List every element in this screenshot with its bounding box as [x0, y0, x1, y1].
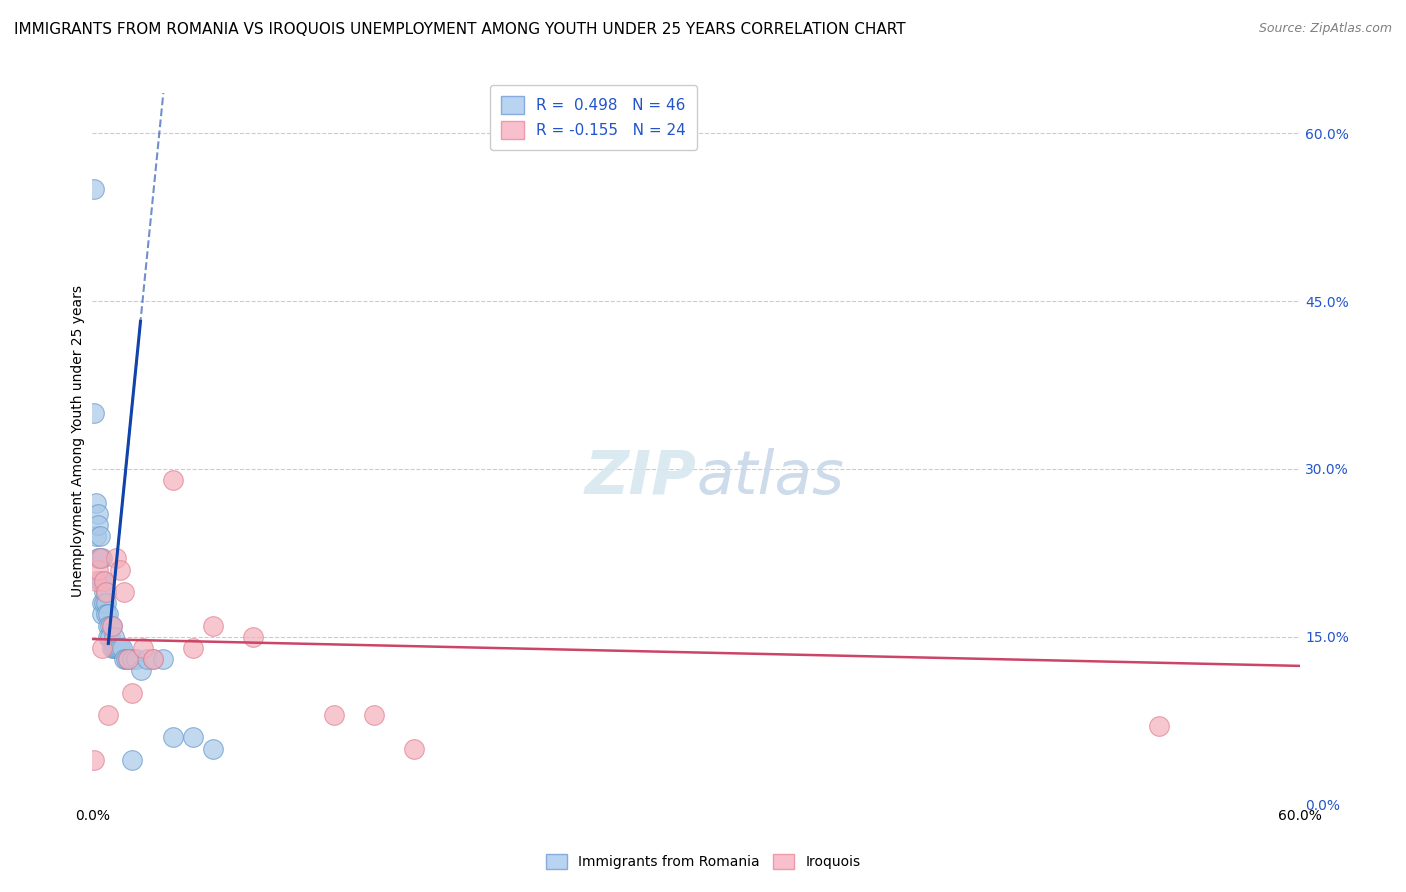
Point: [162, 731, 184, 745]
Point: [97, 607, 120, 622]
Point: [181, 731, 204, 745]
Point: [110, 563, 132, 577]
Text: IMMIGRANTS FROM ROMANIA VS IROQUOIS UNEMPLOYMENT AMONG YOUTH UNDER 25 YEARS CORR: IMMIGRANTS FROM ROMANIA VS IROQUOIS UNEM…: [14, 22, 905, 37]
Point: [142, 652, 165, 666]
Point: [87, 551, 110, 566]
Point: [84, 574, 107, 588]
Point: [242, 630, 264, 644]
Point: [89, 551, 111, 566]
Point: [101, 640, 124, 655]
Point: [84, 529, 107, 543]
Point: [111, 640, 134, 655]
Point: [105, 551, 128, 566]
Point: [91, 551, 114, 566]
Point: [91, 607, 114, 622]
Point: [93, 574, 115, 588]
Point: [152, 652, 174, 666]
Point: [93, 596, 115, 610]
Point: [98, 630, 121, 644]
Legend: Immigrants from Romania, Iroquois: Immigrants from Romania, Iroquois: [538, 847, 868, 876]
Point: [103, 630, 125, 644]
Point: [96, 585, 118, 599]
Point: [125, 652, 148, 666]
Point: [89, 529, 111, 543]
Point: [97, 708, 120, 723]
Point: [96, 596, 118, 610]
Point: [115, 652, 138, 666]
Point: [121, 686, 143, 700]
Point: [89, 551, 111, 566]
Point: [89, 574, 111, 588]
Point: [91, 596, 114, 610]
Point: [121, 753, 143, 767]
Point: [97, 630, 120, 644]
Text: Source: ZipAtlas.com: Source: ZipAtlas.com: [1258, 22, 1392, 36]
Point: [1147, 719, 1170, 733]
Point: [83, 182, 105, 196]
Point: [101, 618, 124, 632]
Point: [181, 640, 204, 655]
Point: [103, 640, 125, 655]
Point: [93, 585, 115, 599]
Point: [117, 652, 139, 666]
Point: [142, 652, 165, 666]
Point: [135, 652, 157, 666]
Point: [112, 652, 135, 666]
Point: [101, 618, 124, 632]
Point: [84, 495, 107, 509]
Point: [201, 741, 224, 756]
Point: [129, 664, 152, 678]
Point: [98, 618, 121, 632]
Point: [107, 640, 129, 655]
Point: [91, 574, 114, 588]
Point: [131, 640, 153, 655]
Legend: R =  0.498   N = 46, R = -0.155   N = 24: R = 0.498 N = 46, R = -0.155 N = 24: [491, 85, 696, 150]
Point: [96, 607, 118, 622]
Point: [87, 517, 110, 532]
Point: [201, 618, 224, 632]
Point: [91, 640, 114, 655]
Point: [404, 741, 426, 756]
Point: [112, 585, 135, 599]
Point: [87, 507, 110, 521]
Text: ZIP: ZIP: [585, 448, 696, 507]
Y-axis label: Unemployment Among Youth under 25 years: Unemployment Among Youth under 25 years: [72, 285, 86, 597]
Point: [96, 585, 118, 599]
Point: [105, 640, 128, 655]
Point: [162, 473, 184, 487]
Point: [87, 563, 110, 577]
Point: [117, 652, 139, 666]
Point: [322, 708, 344, 723]
Point: [97, 618, 120, 632]
Point: [83, 753, 105, 767]
Point: [93, 574, 115, 588]
Point: [83, 406, 105, 420]
Point: [363, 708, 385, 723]
Text: atlas: atlas: [696, 448, 844, 507]
Point: [110, 640, 132, 655]
Point: [121, 652, 143, 666]
